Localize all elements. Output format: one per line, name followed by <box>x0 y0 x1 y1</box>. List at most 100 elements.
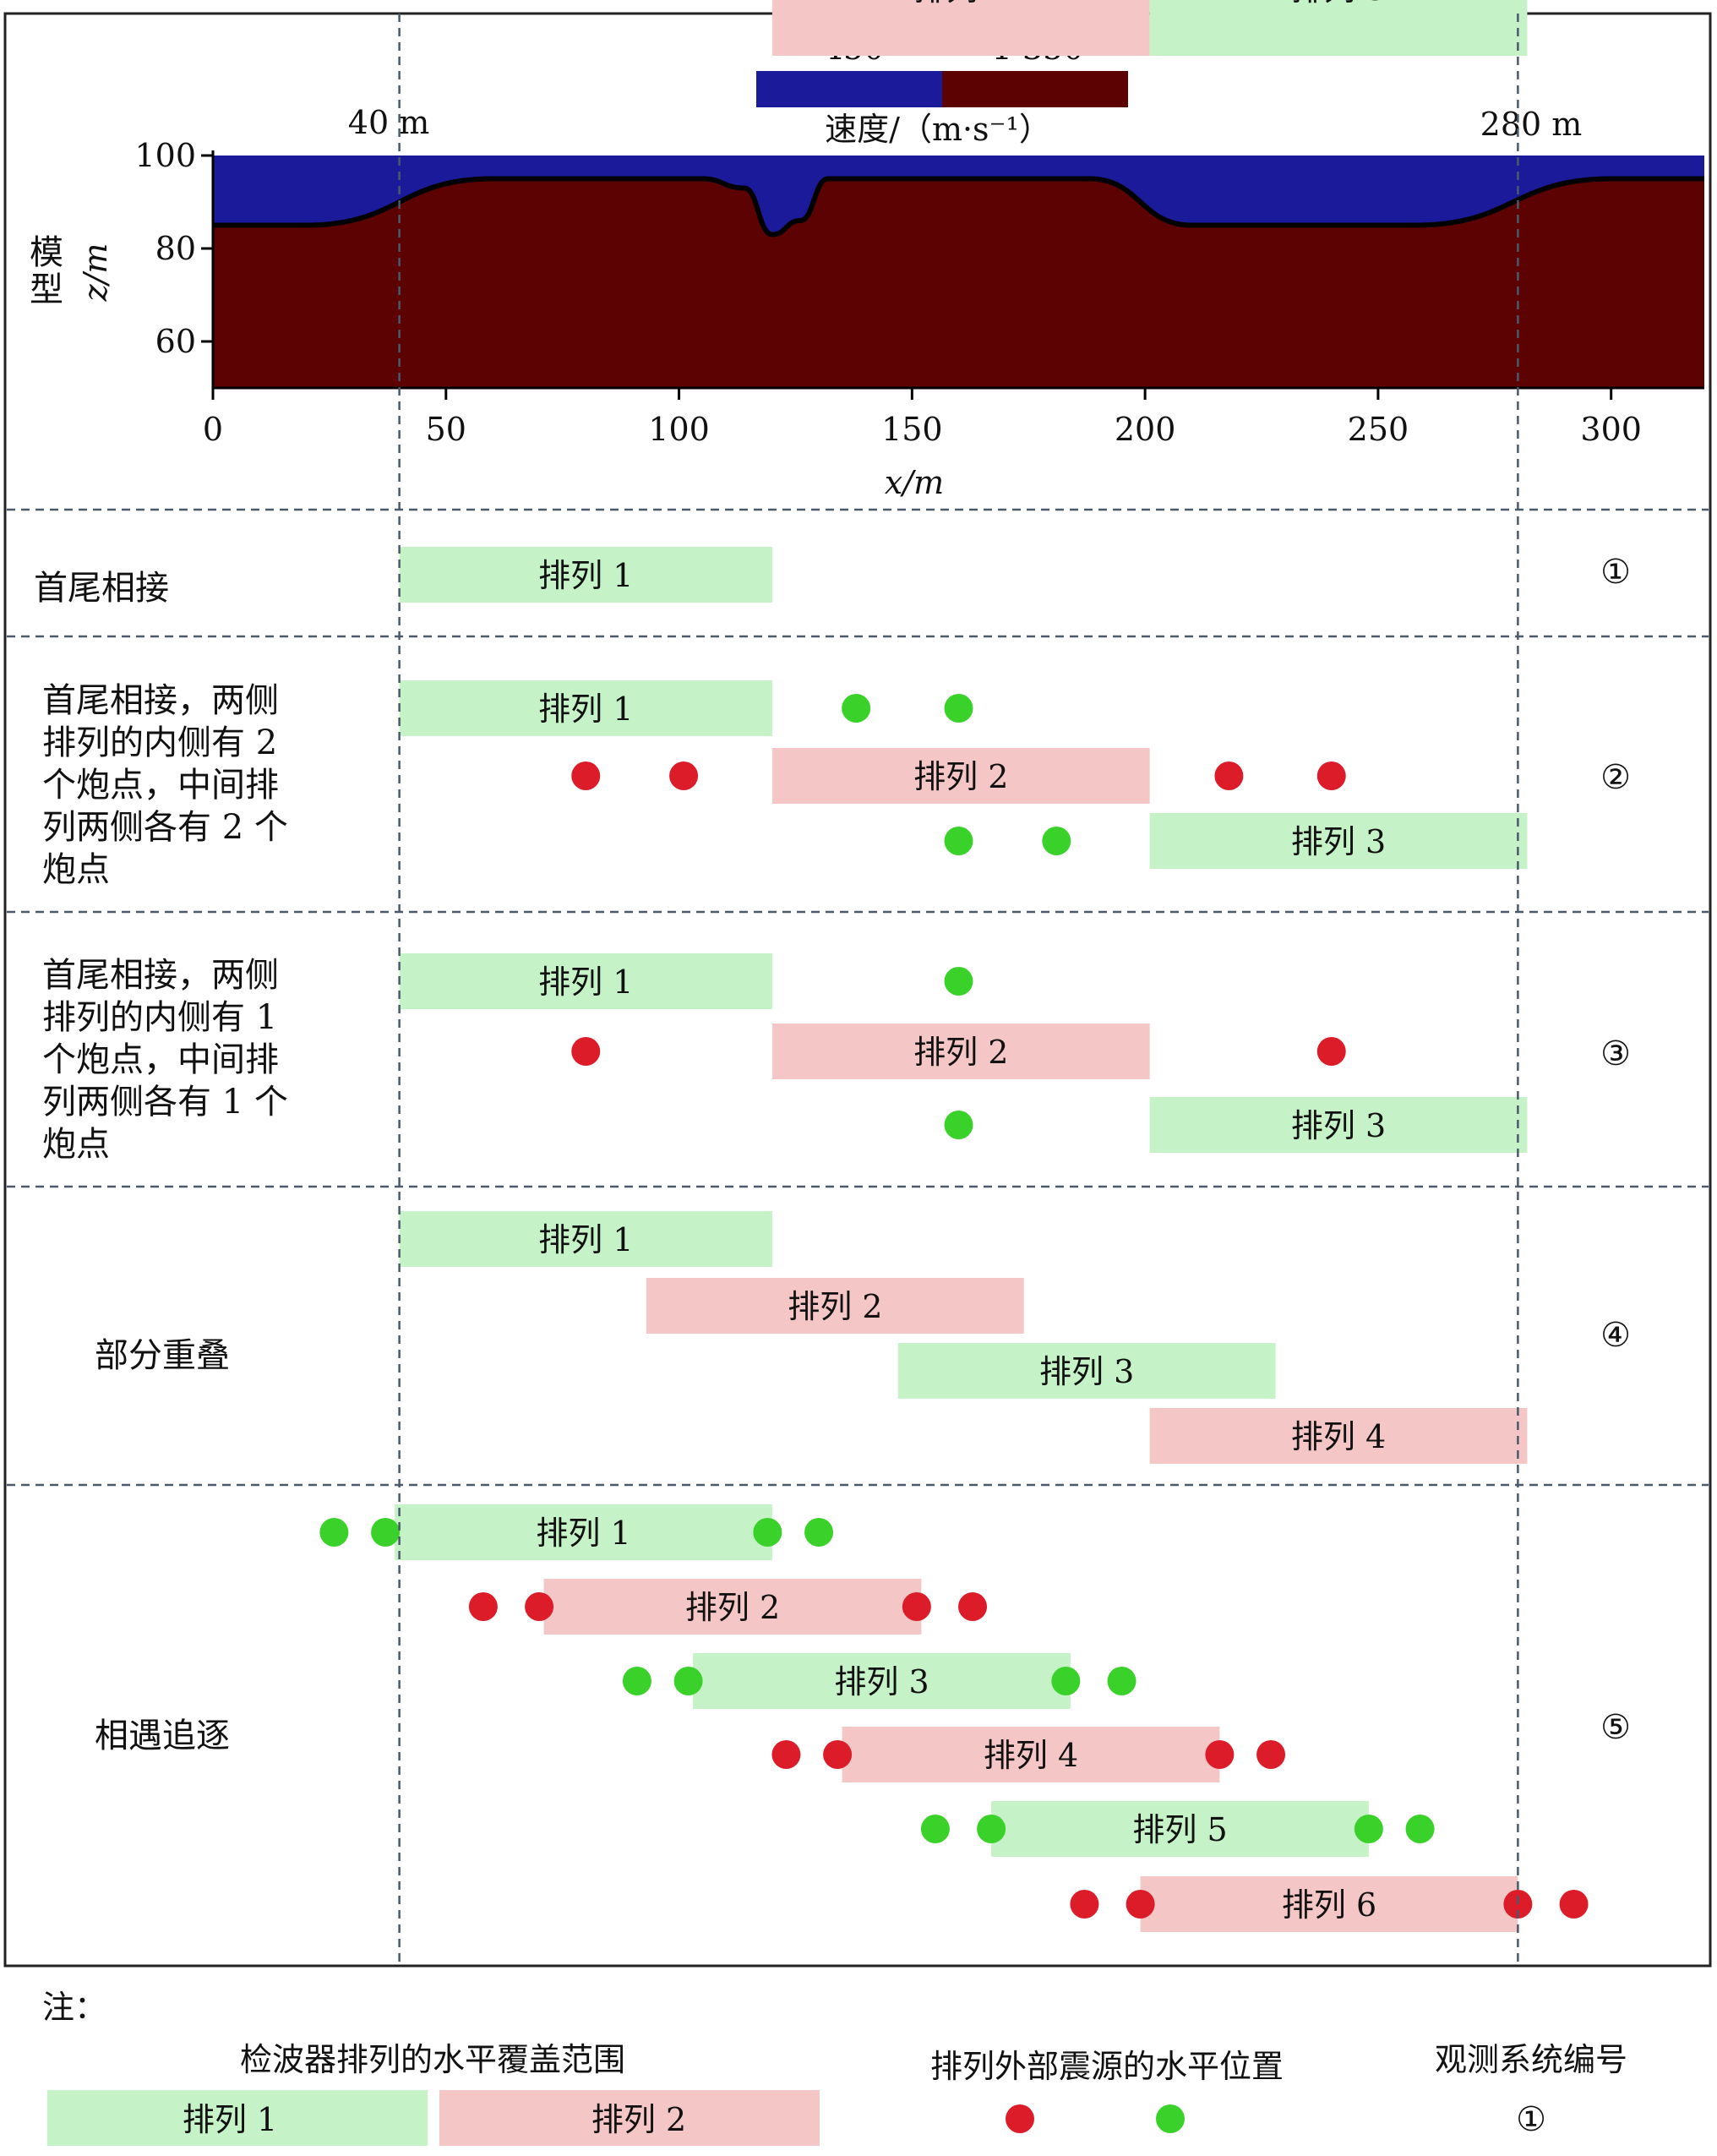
scheme-id: ⑤ <box>1600 1708 1631 1747</box>
array-label: 排列 3 <box>1039 1353 1134 1390</box>
source-point <box>944 694 973 723</box>
x-axis-label: x/m <box>885 464 944 501</box>
scheme-description: 首尾相接 <box>34 569 169 608</box>
array-bar <box>1140 1876 1518 1932</box>
array-label: 排列 2 <box>913 1034 1008 1071</box>
scheme-id: ④ <box>1600 1316 1631 1355</box>
array-bar <box>693 1653 1071 1709</box>
model-side-label-2: 型 <box>30 270 63 309</box>
array-label: 排列 2 <box>913 0 1008 8</box>
z-tick-label: 100 <box>134 137 196 174</box>
source-point <box>902 1592 931 1621</box>
array-label: 排列 1 <box>538 1221 633 1258</box>
array-bar <box>399 680 772 736</box>
x-tick-label: 250 <box>1348 411 1409 448</box>
legend-array-green-label: 排列 1 <box>183 2101 277 2138</box>
legend-note: 注： <box>42 1989 106 2026</box>
scheme-5: 相遇追逐 ⑤ 排列 1 排列 2 排列 3 排列 4 排列 5 排列 6 <box>95 1504 1631 1932</box>
array-bar <box>646 1278 1024 1334</box>
z-axis-label: z/m <box>77 243 114 303</box>
x-tick-label: 200 <box>1115 411 1176 448</box>
source-point <box>771 1740 801 1769</box>
array-bar <box>1149 1408 1528 1464</box>
x-tick-label: 50 <box>426 411 466 448</box>
source-point <box>1316 761 1346 790</box>
array-label: 排列 1 <box>538 690 633 728</box>
source-point <box>753 1518 782 1547</box>
legend-array-red-label: 排列 2 <box>591 2101 686 2138</box>
source-point <box>571 761 601 790</box>
scheme-1: 首尾相接 ① 排列 1 排列 2 排列 3 <box>34 0 1631 608</box>
marker-left-label: 40 m <box>348 104 429 141</box>
array-bar <box>395 1504 772 1560</box>
array-bar <box>1149 1097 1528 1153</box>
source-point <box>1316 1037 1346 1066</box>
marker-right-label: 280 m <box>1480 106 1583 143</box>
source-point <box>1256 1740 1286 1769</box>
legend-array-green-swatch <box>47 2090 428 2146</box>
source-point <box>1126 1890 1155 1919</box>
scheme-id: ② <box>1600 758 1631 797</box>
array-bar <box>399 547 772 603</box>
array-label: 排列 1 <box>536 1515 630 1552</box>
colorbar-high-segment <box>942 71 1128 107</box>
source-point <box>1354 1815 1383 1843</box>
source-point <box>958 1592 988 1621</box>
array-bar <box>399 953 772 1009</box>
source-point <box>842 694 871 723</box>
source-point <box>944 827 973 855</box>
source-point <box>1042 827 1071 855</box>
source-point <box>804 1518 834 1547</box>
array-bar <box>1149 0 1528 56</box>
legend-source-red-dot <box>1006 2104 1034 2133</box>
source-point <box>371 1518 401 1547</box>
array-label: 排列 1 <box>538 963 633 1001</box>
legend-arrays-title: 检波器排列的水平覆盖范围 <box>240 2041 625 2078</box>
source-point <box>1051 1667 1081 1695</box>
colorbar-unit-label: 速度/（m·s⁻¹） <box>825 111 1051 148</box>
array-bar <box>543 1579 922 1635</box>
source-point <box>823 1740 853 1769</box>
colorbar-low-segment <box>756 71 942 107</box>
x-axis: 0 50 100 150 200 250 300 <box>203 386 1704 448</box>
legend-array-red-swatch <box>439 2090 820 2146</box>
x-tick-label: 100 <box>648 411 710 448</box>
array-bar <box>1149 813 1528 869</box>
z-axis: 100 80 60 <box>134 137 215 388</box>
source-point <box>1205 1740 1235 1769</box>
array-label: 排列 6 <box>1282 1886 1376 1924</box>
legend: 注： 检波器排列的水平覆盖范围 排列 1 排列 2 排列外部震源的水平位置 观测… <box>42 1989 1627 2146</box>
source-point <box>1070 1890 1099 1919</box>
scheme-4: 部分重叠 ④ 排列 1 排列 2 排列 3 排列 4 <box>95 1211 1631 1464</box>
array-bar <box>991 1801 1369 1857</box>
scheme-2: 首尾相接，两侧排列的内侧有 2 个炮点，中间排列两侧各有 2 个炮点 ② 排列 1 排列… <box>42 680 1631 889</box>
array-label: 排列 3 <box>1291 1107 1386 1144</box>
source-point <box>468 1592 498 1621</box>
array-label: 排列 3 <box>1291 823 1386 860</box>
array-label: 排列 2 <box>913 758 1008 795</box>
array-label: 排列 4 <box>984 1737 1078 1774</box>
scheme-id: ③ <box>1600 1034 1631 1073</box>
source-point <box>669 761 699 790</box>
source-point <box>1559 1890 1589 1919</box>
x-tick-label: 0 <box>203 411 223 448</box>
scheme-id: ① <box>1600 553 1631 592</box>
array-label: 排列 3 <box>1291 0 1386 8</box>
scheme-description: 相遇追逐 <box>95 1717 230 1755</box>
model-side-label-1: 模 <box>30 233 63 272</box>
array-bar <box>771 0 1150 56</box>
array-label: 排列 2 <box>685 1589 780 1626</box>
source-point <box>944 1111 973 1139</box>
source-point <box>977 1815 1006 1843</box>
legend-id-example: ① <box>1516 2100 1546 2139</box>
near-surface-layer <box>213 156 1704 235</box>
array-label: 排列 4 <box>1291 1418 1386 1455</box>
source-point <box>622 1667 651 1695</box>
x-tick-label: 300 <box>1580 411 1642 448</box>
legend-sources-title: 排列外部震源的水平位置 <box>930 2048 1284 2085</box>
source-point <box>944 967 973 996</box>
scheme-description: 首尾相接，两侧排列的内侧有 2 个炮点，中间排列两侧各有 2 个炮点 <box>42 681 288 889</box>
legend-source-green-dot <box>1156 2104 1185 2133</box>
